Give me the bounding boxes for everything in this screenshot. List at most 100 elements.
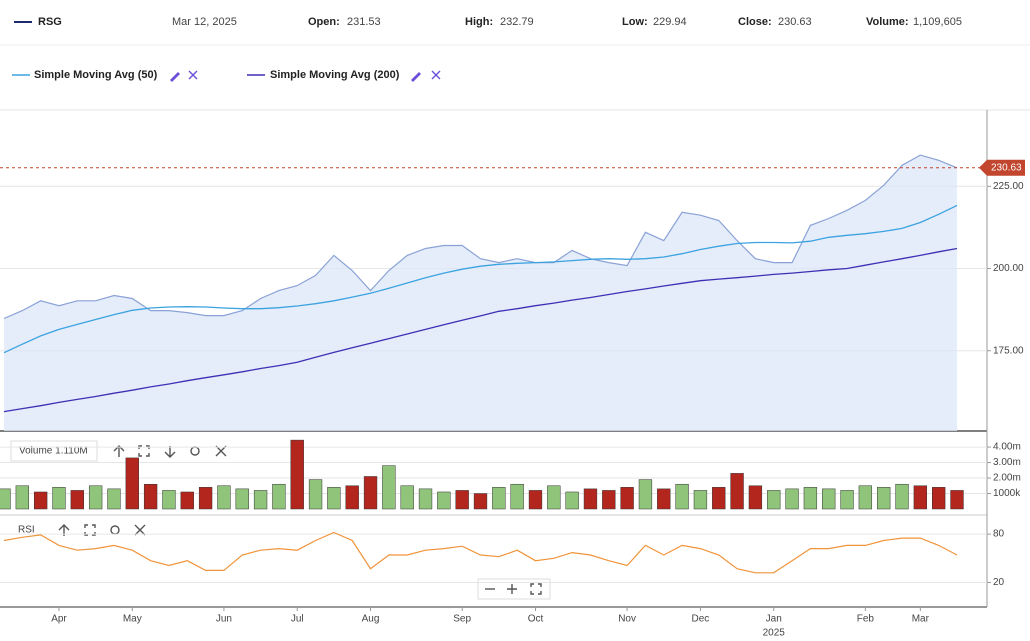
volume-bar <box>363 476 378 510</box>
volume-bar <box>785 488 799 510</box>
volume-bar <box>180 491 194 510</box>
x-tick-label: Feb <box>857 614 875 625</box>
volume-bar <box>33 491 48 510</box>
volume-bar <box>730 473 744 510</box>
volume-bar <box>547 485 561 510</box>
close-tag <box>979 159 1025 176</box>
sma-line <box>3 247 958 413</box>
edit-icon[interactable] <box>411 72 421 82</box>
volume-bar <box>840 490 854 510</box>
close-icon[interactable] <box>215 445 227 457</box>
volume-bar <box>913 485 928 510</box>
volume-bar <box>767 490 781 510</box>
label-box <box>10 440 98 462</box>
low-value: 229.94 <box>653 16 687 28</box>
volume-bar <box>492 487 506 510</box>
volume-bar <box>0 488 11 510</box>
volume-bar <box>510 483 524 510</box>
volume-bar <box>253 490 268 510</box>
move-up-icon[interactable] <box>113 445 125 457</box>
rsi-line <box>3 531 958 574</box>
volume-bar <box>932 487 946 510</box>
x-tick-label: Apr <box>51 614 67 625</box>
volume-bar <box>15 485 29 510</box>
high-value: 232.79 <box>500 16 534 28</box>
x-tick-label: Jun <box>216 614 232 625</box>
volume-bar <box>437 491 451 510</box>
volume-bar <box>400 485 414 510</box>
y-tick-label: 80 <box>993 529 1005 540</box>
volume-bar <box>950 490 964 510</box>
volume-bar <box>290 439 304 510</box>
volume-bar <box>125 457 139 510</box>
volume-bar <box>88 485 103 510</box>
x-tick-label: Dec <box>692 614 710 625</box>
x-tick-label: Jul <box>291 614 304 625</box>
year-label: 2025 <box>763 628 786 639</box>
y-tick-label: 2.00m <box>993 473 1021 484</box>
volume-label: Volume: <box>866 16 909 28</box>
volume-bar <box>345 485 359 510</box>
volume-bar <box>712 487 726 510</box>
legend-label: Simple Moving Avg (50) <box>34 69 158 81</box>
price-area <box>4 155 957 431</box>
edit-icon[interactable] <box>170 72 180 82</box>
expand-icon[interactable] <box>84 524 96 536</box>
volume-bar <box>308 479 323 510</box>
volume-panel-label: Volume 1.110M <box>19 446 88 457</box>
y-tick-label: 225.00 <box>993 181 1024 192</box>
volume-bar <box>162 490 176 510</box>
x-tick-label: Nov <box>618 614 636 625</box>
sma-line <box>3 204 958 354</box>
x-tick-label: Aug <box>362 614 380 625</box>
y-tick-label: 200.00 <box>993 263 1024 274</box>
volume-bar <box>418 488 433 510</box>
x-tick-label: May <box>123 614 142 625</box>
volume-bar <box>528 490 543 510</box>
volume-bar <box>235 488 249 510</box>
volume-bar <box>693 490 708 510</box>
volume-value: 1,109,605 <box>913 16 962 28</box>
y-tick-label: 4.00m <box>993 442 1021 453</box>
volume-bar <box>455 490 469 510</box>
low-label: Low: <box>622 16 648 28</box>
volume-bar <box>473 493 488 510</box>
volume-bar <box>638 479 653 510</box>
symbol: RSG <box>38 16 62 28</box>
volume-bar <box>803 487 818 510</box>
volume-bar <box>583 488 598 510</box>
volume-bar <box>602 490 616 510</box>
y-tick-label: 175.00 <box>993 345 1024 356</box>
volume-bar <box>107 488 121 510</box>
remove-icon[interactable] <box>188 70 198 80</box>
close-value: 230.63 <box>778 16 812 28</box>
volume-bar <box>748 485 763 510</box>
x-tick-label: Mar <box>912 614 930 625</box>
volume-bar <box>657 488 671 510</box>
volume-bar <box>327 487 341 510</box>
y-tick-label: 1000k <box>993 488 1021 499</box>
x-tick-label: Jan <box>766 614 782 625</box>
price-line <box>3 154 958 320</box>
move-down-icon[interactable] <box>164 446 176 458</box>
legend-label: Simple Moving Avg (200) <box>270 69 400 81</box>
fit-icon[interactable] <box>530 583 542 595</box>
date: Mar 12, 2025 <box>172 16 237 28</box>
volume-bar <box>272 483 286 510</box>
close-icon[interactable] <box>134 524 146 536</box>
volume-bar <box>620 487 634 510</box>
zoom-in[interactable] <box>507 584 517 594</box>
rsi-panel-label: RSI <box>18 525 35 536</box>
volume-bar <box>895 483 909 510</box>
x-tick-label: Oct <box>528 614 544 625</box>
volume-bar <box>675 483 689 510</box>
remove-icon[interactable] <box>431 70 441 80</box>
volume-bar <box>70 490 84 510</box>
expand-icon[interactable] <box>138 445 150 457</box>
volume-bar <box>143 483 158 510</box>
close-tag-label: 230.63 <box>991 162 1022 173</box>
open-value: 231.53 <box>347 16 381 28</box>
volume-bar <box>382 465 396 510</box>
volume-bar <box>877 487 891 510</box>
